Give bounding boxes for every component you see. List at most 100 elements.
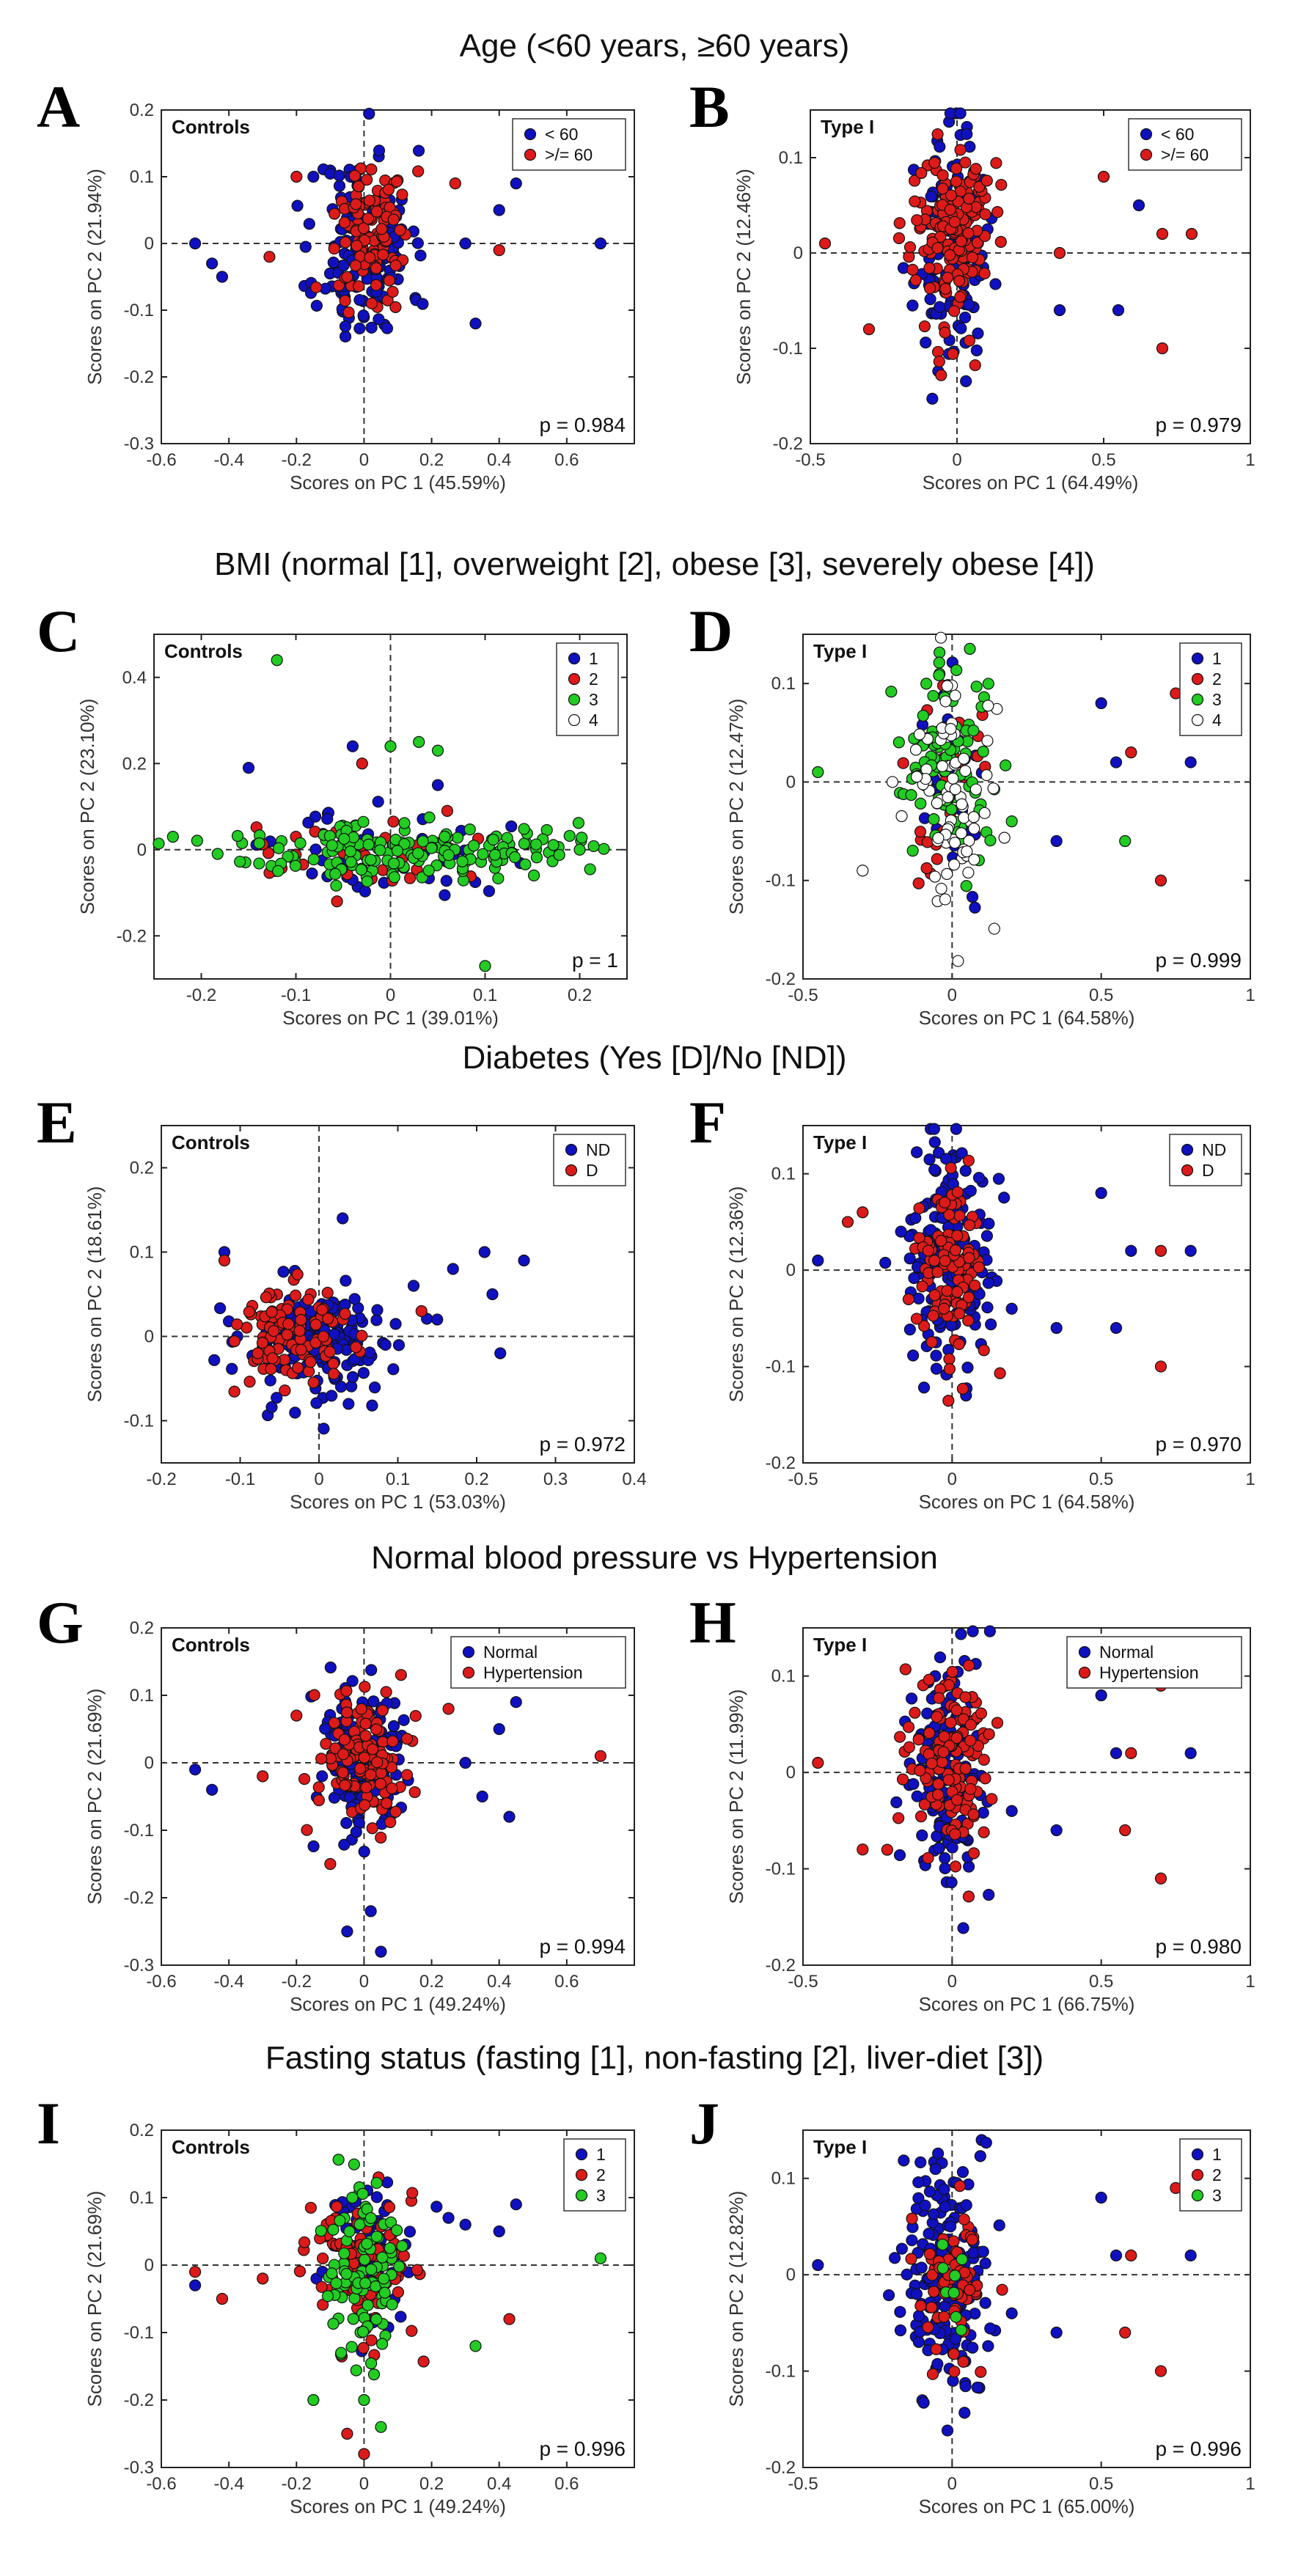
data-point — [994, 1367, 1006, 1379]
data-point — [510, 2198, 522, 2211]
data-point — [459, 237, 472, 250]
data-point — [218, 1254, 231, 1267]
data-point — [946, 1665, 958, 1678]
data-point — [339, 1307, 351, 1320]
legend-label: 3 — [1212, 2186, 1222, 2205]
data-point — [346, 1370, 359, 1384]
data-point — [1156, 227, 1169, 241]
data-point — [991, 206, 1004, 219]
p-value: p = 0.979 — [1155, 414, 1242, 436]
data-point — [340, 1684, 353, 1698]
data-point — [397, 2250, 410, 2262]
data-point — [350, 1341, 362, 1354]
data-point — [1095, 1689, 1107, 1702]
group-label: Type I — [821, 116, 874, 138]
data-point — [370, 1723, 383, 1736]
data-point — [365, 163, 378, 176]
data-point — [967, 2247, 980, 2259]
data-point — [304, 1356, 317, 1368]
data-point — [928, 1123, 941, 1135]
data-point — [983, 1728, 995, 1741]
data-point — [340, 1274, 352, 1287]
data-point — [478, 1246, 491, 1258]
data-point — [962, 1291, 975, 1304]
x-axis-label: Scores on PC 1 (64.58%) — [919, 1491, 1135, 1513]
data-point — [345, 2341, 358, 2353]
data-point — [307, 2393, 320, 2407]
data-point — [958, 2407, 971, 2419]
data-point — [329, 208, 341, 220]
data-point — [945, 722, 957, 735]
data-point — [812, 766, 824, 779]
data-point — [895, 810, 908, 823]
data-point — [964, 2283, 976, 2296]
y-tick-label: 0 — [786, 1261, 796, 1280]
data-point — [387, 1363, 400, 1376]
data-point — [289, 859, 302, 872]
data-point — [350, 198, 362, 210]
data-point — [263, 251, 276, 263]
data-point — [1005, 2307, 1018, 2319]
data-point — [344, 845, 356, 858]
data-point — [387, 815, 400, 828]
data-point — [946, 1841, 958, 1854]
data-point — [812, 2258, 824, 2272]
data-point — [594, 1750, 607, 1762]
data-point — [954, 290, 967, 304]
data-point — [312, 1781, 325, 1794]
x-tick-label: -0.4 — [213, 1972, 243, 1992]
data-point — [950, 1794, 964, 1806]
data-point — [959, 1164, 972, 1177]
data-point — [216, 2292, 229, 2305]
data-point — [348, 169, 361, 182]
data-point — [841, 1216, 854, 1228]
data-point — [260, 1291, 272, 1304]
data-point — [338, 1733, 351, 1746]
data-point — [947, 772, 959, 785]
data-point — [929, 2162, 942, 2176]
y-tick-label: 0.2 — [130, 1159, 154, 1178]
data-point — [949, 1828, 961, 1841]
legend-label: >/= 60 — [545, 145, 593, 164]
data-point — [958, 812, 970, 824]
data-point — [937, 1746, 950, 1758]
legend-marker — [565, 1164, 578, 1177]
data-point — [1154, 1244, 1167, 1257]
data-point — [949, 1860, 962, 1873]
data-point — [242, 762, 255, 774]
data-point — [948, 216, 961, 228]
data-point — [934, 1651, 947, 1664]
legend-marker — [1140, 128, 1153, 141]
data-point — [894, 2324, 907, 2337]
data-point — [384, 1816, 397, 1829]
data-point — [422, 865, 435, 877]
data-point — [973, 180, 986, 193]
data-point — [340, 2267, 353, 2280]
data-point — [368, 1381, 381, 1394]
x-tick-label: 0.2 — [568, 986, 592, 1005]
data-point — [936, 2238, 949, 2251]
data-point — [912, 1292, 925, 1304]
data-point — [358, 2393, 370, 2407]
data-point — [354, 1762, 367, 1775]
data-point — [913, 1202, 925, 1214]
data-point — [963, 1219, 976, 1231]
data-point — [953, 275, 966, 287]
data-point — [391, 845, 403, 857]
y-axis-label: Scores on PC 2 (23.10%) — [76, 699, 98, 915]
y-tick-label: -0.2 — [766, 2458, 796, 2478]
data-point — [955, 827, 967, 840]
data-point — [494, 1347, 507, 1359]
data-point — [889, 2252, 901, 2264]
data-point — [431, 779, 444, 791]
data-point — [377, 249, 389, 261]
data-point — [387, 213, 400, 226]
data-point — [378, 2286, 391, 2299]
y-tick-label: 0 — [144, 234, 154, 254]
data-point — [970, 344, 983, 356]
data-point — [346, 2191, 359, 2204]
data-point — [253, 857, 265, 870]
data-point — [309, 1336, 322, 1349]
